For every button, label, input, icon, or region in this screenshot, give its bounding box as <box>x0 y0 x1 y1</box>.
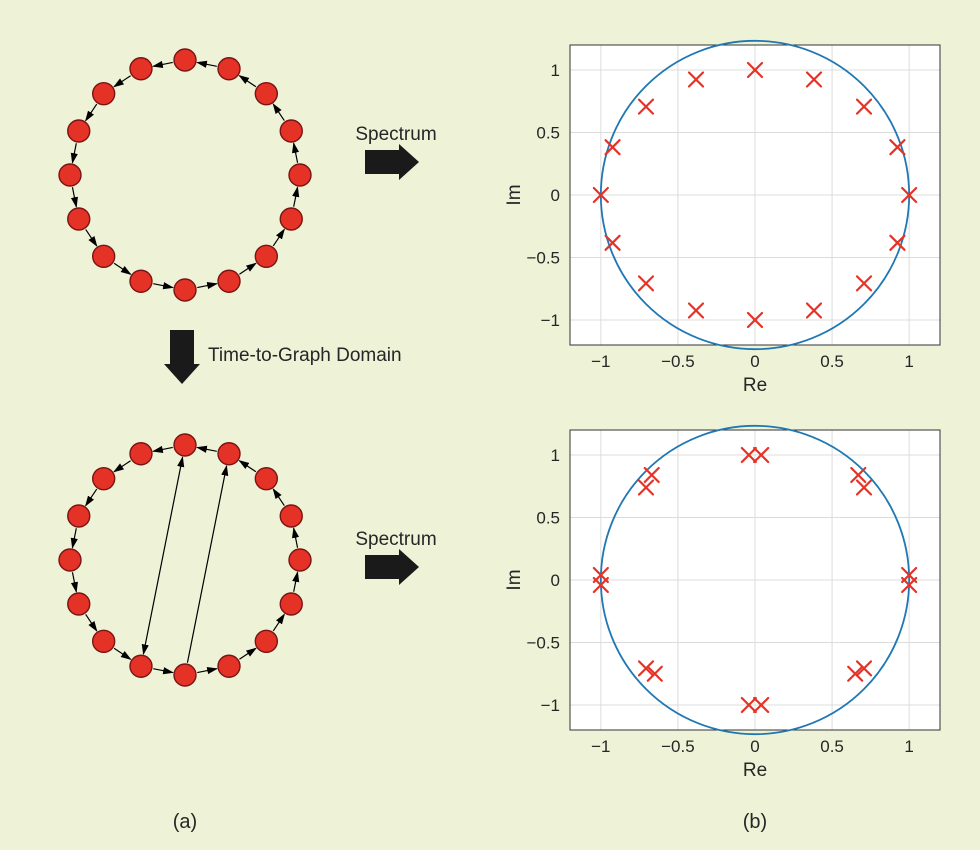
svg-text:Re: Re <box>743 375 767 396</box>
arrow-label: Spectrum <box>355 529 436 550</box>
caption-b: (b) <box>743 811 767 833</box>
svg-text:−0.5: −0.5 <box>526 249 560 268</box>
svg-text:0.5: 0.5 <box>536 124 560 143</box>
svg-text:−0.5: −0.5 <box>661 352 695 371</box>
arrow-label: Spectrum <box>355 124 436 145</box>
svg-text:0: 0 <box>750 737 759 756</box>
svg-text:−0.5: −0.5 <box>661 737 695 756</box>
svg-text:1: 1 <box>551 61 560 80</box>
svg-text:−1: −1 <box>591 352 610 371</box>
svg-text:0.5: 0.5 <box>820 352 844 371</box>
svg-text:−1: −1 <box>591 737 610 756</box>
svg-text:0.5: 0.5 <box>536 509 560 528</box>
svg-text:−1: −1 <box>541 311 560 330</box>
caption-a: (a) <box>173 811 197 833</box>
svg-text:Re: Re <box>743 760 767 781</box>
figure-canvas: Spectrum Spectrum Time-to-Graph Domain −1 −0… <box>0 0 980 850</box>
svg-text:1: 1 <box>904 352 913 371</box>
svg-text:0: 0 <box>551 571 560 590</box>
svg-text:−0.5: −0.5 <box>526 634 560 653</box>
svg-text:Im: Im <box>504 184 525 205</box>
arrow-label: Time-to-Graph Domain <box>208 345 402 366</box>
svg-text:1: 1 <box>551 446 560 465</box>
svg-text:0: 0 <box>750 352 759 371</box>
svg-text:0: 0 <box>551 186 560 205</box>
svg-text:−1: −1 <box>541 696 560 715</box>
svg-text:0.5: 0.5 <box>820 737 844 756</box>
svg-text:1: 1 <box>904 737 913 756</box>
figure-svg: Spectrum Spectrum Time-to-Graph Domain −1 −0… <box>0 0 980 850</box>
svg-text:Im: Im <box>504 569 525 590</box>
